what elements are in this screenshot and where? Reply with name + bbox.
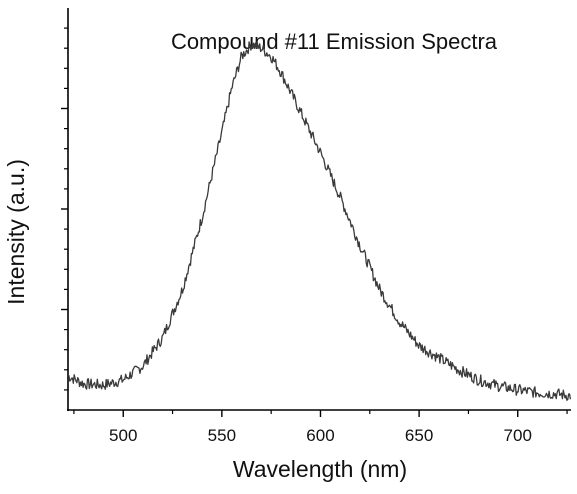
x-tick-label-600: 600 [306,426,334,445]
emission-spectrum-line [67,41,572,401]
x-tick-label-700: 700 [504,426,532,445]
y-axis-label: Intensity (a.u.) [3,159,29,305]
x-axis-label: Wavelength (nm) [233,456,407,482]
x-tick-label-500: 500 [109,426,137,445]
x-tick-label-650: 650 [405,426,433,445]
chart-title: Compound #11 Emission Spectra [171,29,498,54]
x-tick-label-550: 550 [208,426,236,445]
